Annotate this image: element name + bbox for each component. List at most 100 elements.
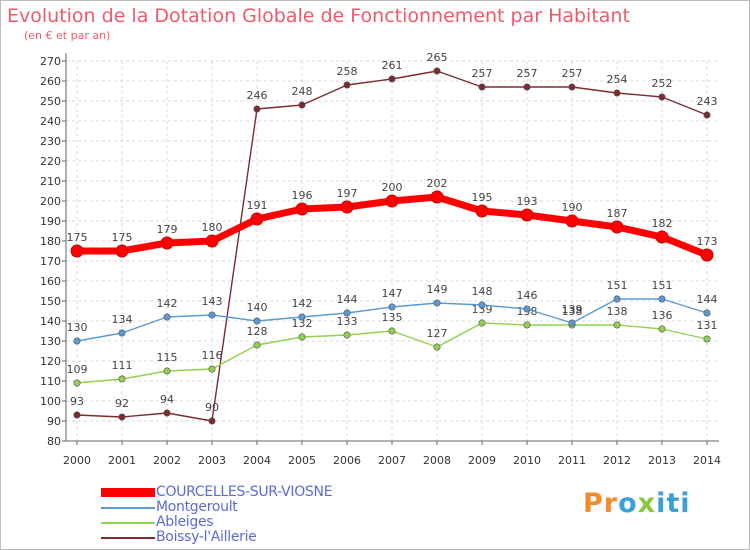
legend-swatch-ableiges [101,522,155,524]
y-tick-label: 110 [40,375,61,388]
data-label-montgeroult: 146 [517,289,538,302]
y-tick-label: 90 [47,415,61,428]
y-tick-label: 230 [40,135,61,148]
chart-subtitle: (en € et par an) [24,29,111,42]
y-tick-label: 270 [40,55,61,68]
x-tick-label: 2003 [198,454,226,467]
data-label-ableiges: 128 [247,325,268,338]
data-label-boissy: 257 [517,67,538,80]
data-point-boissy [73,411,81,419]
data-label-courcelles: 187 [607,207,628,220]
data-label-montgeroult: 142 [292,297,313,310]
y-tick-label: 220 [40,155,61,168]
data-point-montgeroult [433,299,441,307]
x-tick-label: 2012 [603,454,631,467]
data-point-montgeroult [73,337,81,345]
legend-label-courcelles: COURCELLES-SUR-VIOSNE [156,484,333,500]
x-tick-label: 2006 [333,454,361,467]
data-label-ableiges: 138 [562,305,583,318]
data-label-courcelles: 202 [427,177,448,190]
data-point-montgeroult [703,309,711,317]
data-point-montgeroult [388,303,396,311]
data-label-boissy: 258 [337,65,358,78]
data-point-boissy [298,101,306,109]
y-tick-label: 100 [40,395,61,408]
data-point-ableiges [253,341,261,349]
data-point-courcelles [250,212,264,226]
data-point-boissy [703,111,711,119]
data-point-courcelles [70,244,84,258]
data-label-montgeroult: 134 [112,313,133,326]
data-point-courcelles [610,220,624,234]
y-tick-label: 80 [47,435,61,448]
x-tick-label: 2013 [648,454,676,467]
data-point-courcelles [700,248,714,262]
data-point-montgeroult [613,295,621,303]
data-label-ableiges: 133 [337,315,358,328]
legend-label-boissy: Boissy-l'Aillerie [156,529,257,545]
data-point-ableiges [298,333,306,341]
y-tick-label: 120 [40,355,61,368]
data-label-courcelles: 197 [337,187,358,200]
x-tick-label: 2004 [243,454,271,467]
data-label-courcelles: 193 [517,195,538,208]
data-label-courcelles: 179 [157,223,178,236]
data-label-boissy: 254 [607,73,628,86]
x-tick-label: 2007 [378,454,406,467]
y-tick-label: 190 [40,215,61,228]
data-label-boissy: 248 [292,85,313,98]
data-point-ableiges [703,335,711,343]
data-point-montgeroult [208,311,216,319]
data-point-boissy [658,93,666,101]
data-point-montgeroult [118,329,126,337]
data-point-courcelles [655,230,669,244]
data-label-boissy: 94 [160,393,174,406]
y-tick-label: 160 [40,275,61,288]
data-label-montgeroult: 144 [337,293,358,306]
x-tick-label: 2011 [558,454,586,467]
y-tick-label: 170 [40,255,61,268]
data-label-courcelles: 180 [202,221,223,234]
data-point-boissy [433,67,441,75]
data-label-ableiges: 138 [607,305,628,318]
data-point-courcelles [295,202,309,216]
x-tick-label: 2008 [423,454,451,467]
data-point-montgeroult [298,313,306,321]
legend-swatch-montgeroult [101,507,155,509]
data-point-boissy [478,83,486,91]
data-point-courcelles [475,204,489,218]
data-point-boissy [388,75,396,83]
data-point-ableiges [613,321,621,329]
legend-label-ableiges: Ableiges [156,514,214,530]
data-label-ableiges: 139 [472,303,493,316]
data-point-ableiges [208,365,216,373]
data-label-boissy: 93 [70,395,84,408]
data-label-boissy: 252 [652,77,673,90]
data-point-montgeroult [343,309,351,317]
data-label-ableiges: 109 [67,363,88,376]
data-point-montgeroult [163,313,171,321]
x-tick-label: 2014 [693,454,721,467]
data-label-boissy: 92 [115,397,129,410]
data-point-montgeroult [658,295,666,303]
data-point-ableiges [73,379,81,387]
data-point-boissy [118,413,126,421]
data-label-courcelles: 196 [292,189,313,202]
data-point-ableiges [388,327,396,335]
x-tick-label: 2009 [468,454,496,467]
data-point-boissy [208,417,216,425]
data-point-boissy [343,81,351,89]
data-label-courcelles: 195 [472,191,493,204]
data-label-montgeroult: 151 [652,279,673,292]
data-point-ableiges [658,325,666,333]
data-point-courcelles [160,236,174,250]
data-label-ableiges: 132 [292,317,313,330]
data-label-ableiges: 127 [427,327,448,340]
data-point-courcelles [205,234,219,248]
data-label-boissy: 261 [382,59,403,72]
x-tick-label: 2001 [108,454,136,467]
data-label-ableiges: 131 [697,319,718,332]
data-label-ableiges: 111 [112,359,133,372]
